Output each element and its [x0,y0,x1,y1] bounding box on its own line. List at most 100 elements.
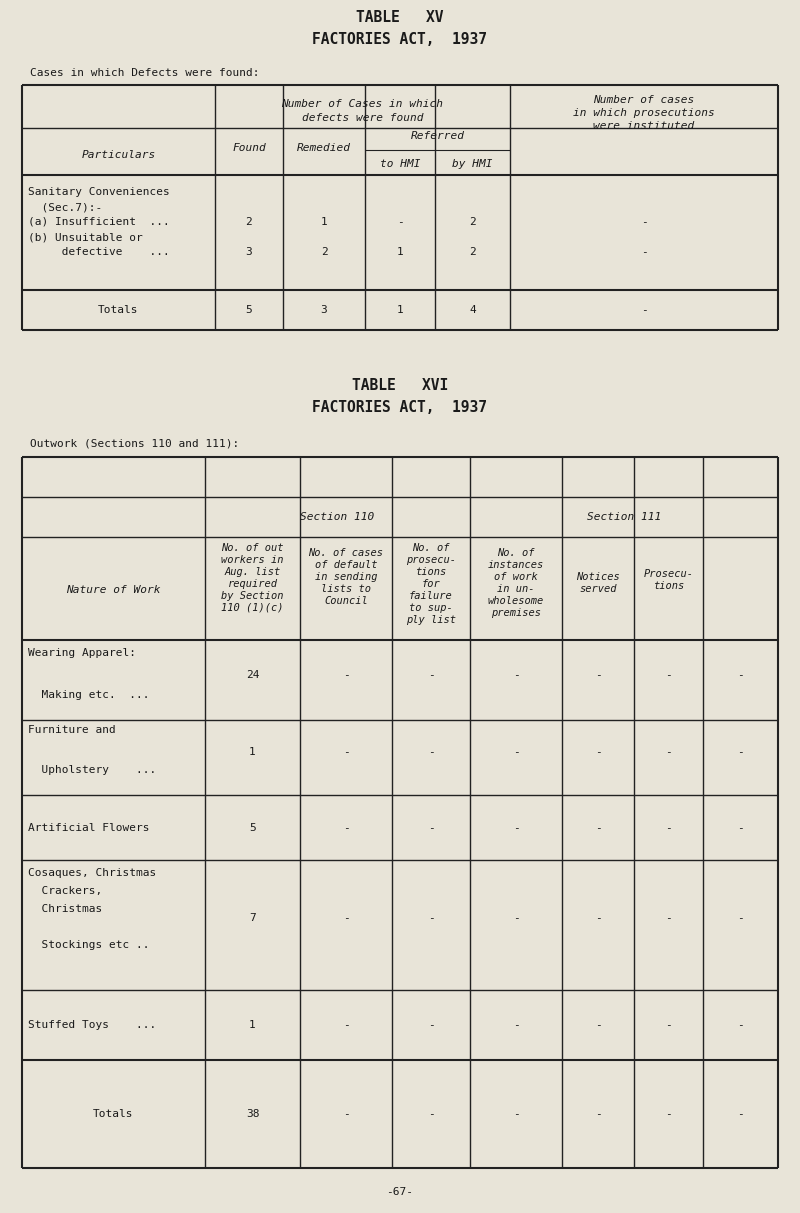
Text: 1: 1 [249,747,256,757]
Text: 3: 3 [246,247,252,257]
Text: Making etc.  ...: Making etc. ... [28,690,150,700]
Text: instances: instances [488,560,544,570]
Text: (Sec.7):-: (Sec.7):- [28,203,102,212]
Text: -: - [737,670,744,680]
Text: -: - [513,822,519,833]
Text: Totals: Totals [98,304,138,315]
Text: premises: premises [491,608,541,617]
Text: Stuffed Toys    ...: Stuffed Toys ... [28,1020,156,1030]
Text: FACTORIES ACT,  1937: FACTORIES ACT, 1937 [313,33,487,47]
Text: Outwork (Sections 110 and 111):: Outwork (Sections 110 and 111): [30,438,239,448]
Text: -: - [665,1020,672,1030]
Text: -: - [641,247,647,257]
Text: prosecu-: prosecu- [406,556,456,565]
Text: Totals: Totals [94,1109,134,1120]
Text: FACTORIES ACT,  1937: FACTORIES ACT, 1937 [313,400,487,416]
Text: Wearing Apparel:: Wearing Apparel: [28,648,136,657]
Text: -: - [594,822,602,833]
Text: Cosaques, Christmas: Cosaques, Christmas [28,869,156,878]
Text: -: - [665,822,672,833]
Text: Nature of Work: Nature of Work [66,585,161,596]
Text: in un-: in un- [498,583,534,594]
Text: -: - [594,1020,602,1030]
Text: Cases in which Defects were found:: Cases in which Defects were found: [30,68,259,78]
Text: Aug. list: Aug. list [224,566,281,577]
Text: Upholstery    ...: Upholstery ... [28,765,156,775]
Text: lists to: lists to [321,583,371,594]
Text: Crackers,: Crackers, [28,885,102,896]
Text: -67-: -67- [386,1188,414,1197]
Text: to HMI: to HMI [380,159,420,169]
Text: to sup-: to sup- [409,603,453,613]
Text: by HMI: by HMI [452,159,493,169]
Text: Artificial Flowers: Artificial Flowers [28,822,150,833]
Text: -: - [342,747,350,757]
Text: -: - [513,670,519,680]
Text: -: - [513,1020,519,1030]
Text: -: - [428,822,434,833]
Text: (a) Insufficient  ...: (a) Insufficient ... [28,217,170,227]
Text: Prosecu-: Prosecu- [643,569,694,579]
Text: -: - [737,913,744,923]
Text: failure: failure [409,591,453,600]
Text: -: - [737,1109,744,1120]
Text: -: - [342,670,350,680]
Text: tions: tions [653,581,684,591]
Text: -: - [641,217,647,227]
Text: Referred: Referred [410,131,465,141]
Text: defective    ...: defective ... [28,247,170,257]
Text: -: - [665,913,672,923]
Text: TABLE   XV: TABLE XV [356,11,444,25]
Text: -: - [594,1109,602,1120]
Text: No. of cases: No. of cases [309,548,383,558]
Text: 3: 3 [321,304,327,315]
Text: -: - [397,217,403,227]
Text: Sanitary Conveniences: Sanitary Conveniences [28,187,170,197]
Text: served: served [579,583,617,594]
Text: Notices: Notices [576,573,620,582]
Text: -: - [737,822,744,833]
Text: 2: 2 [321,247,327,257]
Text: No. of out: No. of out [222,543,284,553]
Text: -: - [641,304,647,315]
Text: -: - [428,1020,434,1030]
Text: 2: 2 [469,247,476,257]
Text: -: - [594,747,602,757]
Text: -: - [594,670,602,680]
Text: Christmas: Christmas [28,904,102,915]
Text: -: - [513,1109,519,1120]
Text: TABLE   XVI: TABLE XVI [352,377,448,393]
Text: 7: 7 [249,913,256,923]
Text: -: - [342,822,350,833]
Text: defects were found: defects were found [302,113,423,123]
Text: wholesome: wholesome [488,596,544,606]
Text: -: - [513,747,519,757]
Text: 1: 1 [249,1020,256,1030]
Text: 1: 1 [321,217,327,227]
Text: Council: Council [324,596,368,606]
Text: 5: 5 [249,822,256,833]
Text: -: - [513,913,519,923]
Text: -: - [665,747,672,757]
Text: Number of cases: Number of cases [594,95,694,106]
Text: 2: 2 [246,217,252,227]
Text: Section 111: Section 111 [587,512,661,522]
Text: Found: Found [232,143,266,153]
Text: Stockings etc ..: Stockings etc .. [28,940,150,950]
Text: Particulars: Particulars [82,150,156,160]
Text: of default: of default [314,560,378,570]
Text: 1: 1 [397,247,403,257]
Text: 24: 24 [246,670,259,680]
Text: of work: of work [494,573,538,582]
Text: 2: 2 [469,217,476,227]
Text: -: - [665,670,672,680]
Text: Furniture and: Furniture and [28,725,116,735]
Text: ply list: ply list [406,615,456,625]
Text: workers in: workers in [222,556,284,565]
Text: No. of: No. of [412,543,450,553]
Text: 5: 5 [246,304,252,315]
Text: Remedied: Remedied [297,143,351,153]
Text: -: - [737,1020,744,1030]
Text: -: - [342,1109,350,1120]
Text: -: - [428,747,434,757]
